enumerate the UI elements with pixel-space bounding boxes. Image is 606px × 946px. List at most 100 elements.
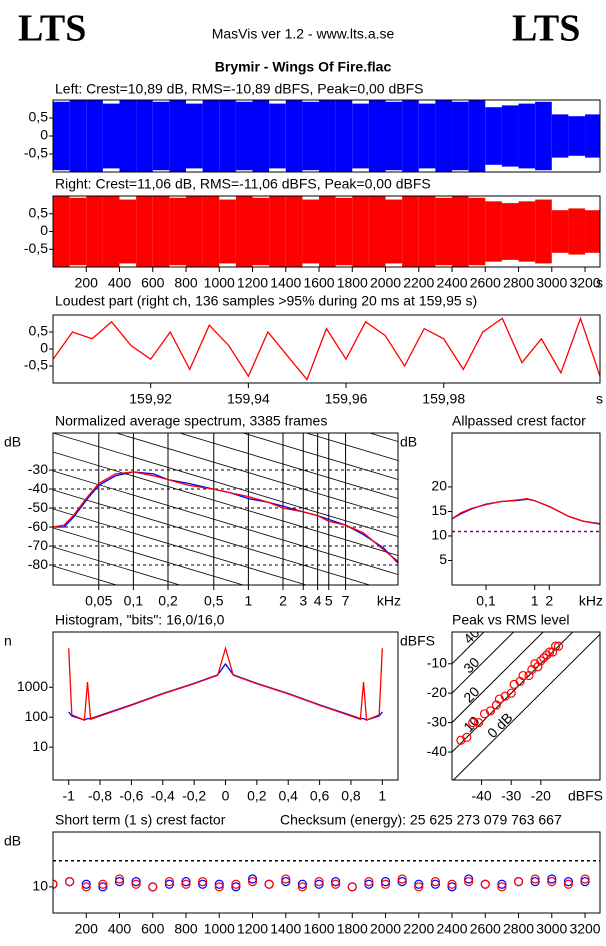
reference-slope bbox=[53, 642, 398, 746]
scatter-point bbox=[148, 882, 158, 892]
x-tick-label: 800 bbox=[174, 921, 198, 937]
scatter-point bbox=[65, 877, 75, 887]
x-tick-label: 2200 bbox=[403, 275, 434, 291]
x-tick-label: 3200 bbox=[569, 275, 600, 291]
scatter-point bbox=[474, 718, 484, 728]
scatter-point bbox=[545, 647, 555, 657]
series-line bbox=[68, 662, 383, 721]
x-tick-label: 2400 bbox=[436, 275, 467, 291]
y-tick-label: 0 bbox=[40, 222, 48, 238]
x-tick-label: 200 bbox=[75, 921, 99, 937]
waveform-envelope bbox=[352, 196, 369, 267]
scatter-point bbox=[563, 877, 574, 887]
waveform-envelope bbox=[119, 100, 137, 172]
waveform-envelope bbox=[385, 101, 403, 171]
plot-area bbox=[53, 433, 398, 746]
diagonal-label: 10 bbox=[460, 713, 482, 735]
waveform-envelope bbox=[518, 201, 536, 262]
scatter-point bbox=[131, 877, 141, 887]
diagonal bbox=[452, 632, 485, 665]
waveform-envelope bbox=[302, 199, 320, 264]
scatter-point bbox=[542, 650, 552, 660]
x-tick-label: 600 bbox=[141, 275, 165, 291]
waveform-envelope bbox=[319, 196, 336, 267]
reference-slope bbox=[53, 508, 308, 585]
logo-left: LTS bbox=[18, 8, 86, 50]
panel-title: Allpassed crest factor bbox=[452, 413, 586, 429]
plot-frame bbox=[52, 99, 601, 173]
y-tick-label: -50 bbox=[28, 499, 48, 515]
x-tick-label: 0,2 bbox=[158, 593, 178, 609]
waveform-envelope bbox=[468, 100, 486, 172]
waveform-envelope bbox=[285, 100, 303, 172]
waveform-envelope bbox=[302, 101, 320, 171]
waveform-envelope bbox=[402, 100, 419, 172]
scatter-point bbox=[181, 877, 191, 887]
waveform-envelope bbox=[568, 116, 586, 156]
annotation: Checksum (energy): 25 625 273 079 763 66… bbox=[280, 812, 562, 828]
waveform-envelope bbox=[252, 197, 270, 266]
scatter-point bbox=[164, 879, 174, 889]
panel-title: Left: Crest=10,89 dB, RMS=-10,89 dBFS, P… bbox=[55, 81, 423, 97]
x-tick-label: 1600 bbox=[303, 275, 334, 291]
scatter-point bbox=[468, 718, 478, 728]
x-tick-label: 200 bbox=[75, 275, 99, 291]
reference-slope bbox=[53, 470, 398, 575]
y-axis-label: dB bbox=[400, 434, 417, 450]
x-tick-label: 1200 bbox=[237, 275, 268, 291]
waveform-envelope bbox=[119, 199, 137, 264]
scatter-point bbox=[297, 882, 307, 892]
scatter-point bbox=[500, 691, 510, 701]
x-tick-label: 1400 bbox=[270, 921, 301, 937]
scatter-point bbox=[480, 879, 490, 889]
y-tick-label: 10 bbox=[32, 738, 48, 754]
x-tick-label: 1800 bbox=[337, 921, 368, 937]
waveform-envelope bbox=[136, 196, 153, 267]
x-tick-label: 1 bbox=[378, 788, 386, 804]
x-axis-label: dBFS bbox=[568, 788, 603, 804]
x-tick-label: 2800 bbox=[503, 921, 534, 937]
scatter-point bbox=[547, 874, 557, 884]
waveform-envelope bbox=[102, 196, 120, 267]
scatter-point bbox=[364, 877, 374, 887]
scatter-point bbox=[114, 874, 125, 884]
x-tick-label: -0,4 bbox=[151, 788, 175, 804]
x-tick-label: 159,96 bbox=[325, 391, 368, 407]
scatter-point bbox=[214, 882, 224, 892]
waveform-envelope bbox=[169, 197, 187, 266]
waveform-envelope bbox=[152, 196, 170, 267]
scatter-point bbox=[530, 877, 540, 887]
x-tick-label: 1800 bbox=[337, 275, 368, 291]
y-tick-label: 0,5 bbox=[29, 204, 49, 220]
x-tick-label: 7 bbox=[342, 593, 350, 609]
waveform-envelope bbox=[69, 197, 87, 266]
y-axis-label: dB bbox=[4, 434, 21, 450]
series-line bbox=[53, 471, 398, 562]
diagonal bbox=[452, 633, 600, 780]
y-tick-label: 20 bbox=[431, 478, 447, 494]
waveform-envelope bbox=[235, 101, 253, 171]
plot-frame bbox=[52, 631, 399, 781]
scatter-point bbox=[513, 877, 524, 887]
scatter-point bbox=[214, 879, 224, 889]
waveform-envelope bbox=[518, 103, 536, 169]
scatter-point bbox=[509, 679, 519, 689]
x-tick-label: 400 bbox=[108, 275, 132, 291]
scatter-point bbox=[131, 879, 141, 889]
waveform-envelope bbox=[501, 203, 519, 260]
waveform-envelope bbox=[53, 101, 70, 171]
y-tick-label: -20 bbox=[427, 684, 447, 700]
waveform-envelope bbox=[86, 196, 103, 267]
x-tick-label: 800 bbox=[174, 275, 198, 291]
waveform-envelope bbox=[568, 208, 586, 255]
x-tick-label: 3000 bbox=[536, 275, 567, 291]
scatter-point bbox=[563, 879, 574, 889]
scatter-point bbox=[494, 694, 504, 704]
x-tick-label: 0,1 bbox=[124, 593, 144, 609]
x-tick-label: -40 bbox=[471, 788, 491, 804]
scatter-point bbox=[447, 882, 457, 892]
scatter-point bbox=[462, 732, 472, 742]
scatter-point bbox=[479, 709, 490, 719]
scatter-point bbox=[397, 874, 407, 884]
